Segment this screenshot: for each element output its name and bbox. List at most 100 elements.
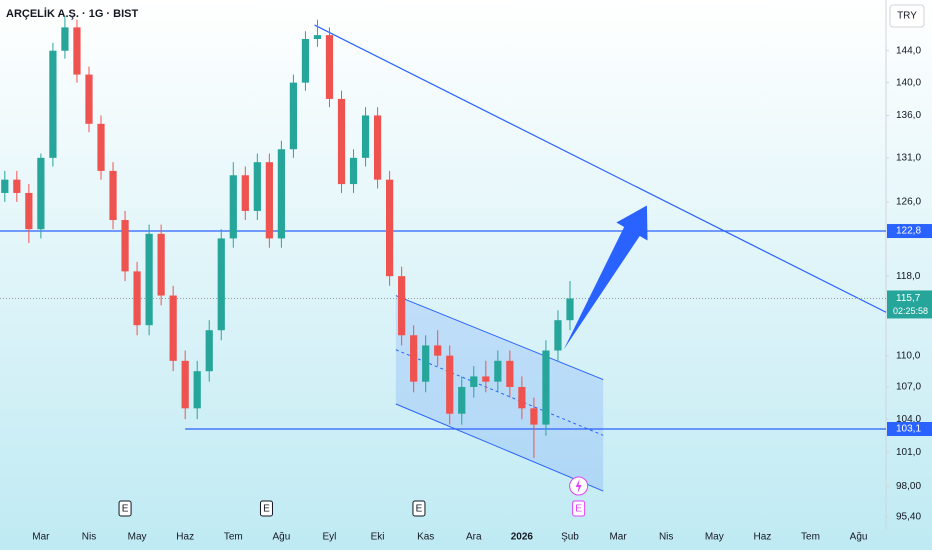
- x-tick-label: Tem: [801, 532, 820, 543]
- x-tick-label: Tem: [224, 532, 243, 543]
- x-tick-label: Ağu: [850, 532, 868, 543]
- candle-body: [265, 162, 273, 239]
- y-tick-label: 110,0: [896, 350, 921, 361]
- chart-title: ARÇELİK A.Ş. · 1G · BIST: [6, 7, 138, 20]
- candle-body: [482, 376, 490, 382]
- dividend-bolt: [575, 479, 582, 493]
- candle-body: [422, 345, 430, 382]
- candle-body: [301, 39, 310, 83]
- x-tick-label: Kas: [417, 532, 434, 543]
- candle-body: [566, 298, 574, 321]
- y-tick-label: 98,00: [896, 481, 921, 492]
- y-tick-label: 118,0: [896, 271, 921, 282]
- candle-body: [205, 330, 213, 372]
- channel-lower: [395, 403, 604, 492]
- y-tick-label: 136,0: [896, 110, 921, 121]
- y-tick-label: 140,0: [896, 77, 921, 88]
- candle-body: [133, 271, 141, 326]
- candle-body: [386, 179, 394, 277]
- level-label-box: [887, 421, 932, 436]
- y-tick-label: 144,0: [896, 45, 921, 56]
- event-label: E: [122, 504, 129, 515]
- candle-body: [337, 98, 346, 185]
- y-tick-label: 107,0: [896, 382, 921, 393]
- x-tick-label: Eyl: [323, 532, 337, 543]
- x-tick-label: Nis: [82, 532, 96, 543]
- event-label: E: [416, 504, 423, 515]
- y-tick-label: 95,40: [896, 512, 921, 523]
- event-label: E: [575, 504, 582, 515]
- candle-body: [410, 335, 418, 382]
- event-label: E: [263, 504, 270, 515]
- x-tick-label: Şub: [561, 532, 579, 543]
- x-tick-label: 2026: [511, 532, 534, 543]
- candle-body: [398, 276, 406, 336]
- candle-body: [277, 149, 285, 239]
- currency-button[interactable]: [889, 4, 925, 28]
- candle-body: [325, 35, 334, 99]
- y-tick-label: 126,0: [896, 197, 921, 208]
- candle-body: [109, 170, 117, 221]
- candle-body: [157, 233, 165, 296]
- candle-body: [37, 157, 45, 230]
- candle-body: [145, 233, 153, 326]
- candle-body: [434, 345, 442, 356]
- last-price-box: [887, 290, 932, 319]
- y-tick-label: 104,0: [896, 414, 921, 425]
- last-price-label: 115,7: [896, 293, 921, 304]
- event-marker: [259, 500, 273, 517]
- x-tick-label: Ağu: [272, 532, 290, 543]
- candle-body: [361, 115, 370, 158]
- x-tick-label: Mar: [609, 532, 627, 543]
- candle-body: [506, 360, 514, 387]
- channel-mid: [395, 349, 604, 436]
- candle-body: [169, 295, 177, 361]
- x-tick-label: Eki: [371, 532, 385, 543]
- candle-body: [554, 320, 562, 351]
- candle-body: [349, 157, 358, 185]
- candle-body: [470, 376, 478, 387]
- countdown: 02:25:58: [893, 306, 928, 316]
- candle-body: [121, 220, 129, 272]
- candle-body: [458, 386, 466, 414]
- candle-body: [217, 238, 225, 331]
- candle-body: [373, 115, 382, 180]
- candle-body: [193, 371, 201, 409]
- candle-body: [229, 175, 237, 239]
- level-label-box: [887, 224, 932, 239]
- x-tick-label: Haz: [753, 532, 771, 543]
- level-label: 122,8: [896, 226, 921, 237]
- candle-body: [73, 27, 81, 75]
- candle-body: [494, 360, 502, 382]
- candle-body: [13, 179, 21, 193]
- channel-upper: [395, 295, 604, 381]
- candle-body: [241, 175, 249, 211]
- x-tick-label: Ara: [466, 532, 482, 543]
- candle-body: [61, 27, 69, 51]
- x-tick-label: May: [705, 532, 724, 543]
- candle-body: [181, 360, 189, 409]
- candle-body: [25, 192, 33, 230]
- candle-body: [446, 355, 454, 414]
- candle-body: [542, 350, 550, 425]
- level-label: 103,1: [896, 424, 921, 435]
- channel-area: [395, 295, 604, 492]
- candle-body: [518, 386, 526, 409]
- currency[interactable]: TRY: [897, 11, 917, 22]
- y-tick-label: 101,0: [896, 447, 921, 458]
- x-tick-label: Haz: [176, 532, 194, 543]
- candle-body: [1, 179, 9, 193]
- candle-body: [313, 35, 322, 40]
- trend-line: [314, 24, 887, 313]
- event-marker: [572, 500, 586, 517]
- candle-body: [85, 74, 93, 124]
- x-tick-label: Nis: [659, 532, 673, 543]
- candle-body: [253, 162, 261, 211]
- x-tick-label: Mar: [32, 532, 50, 543]
- candle-body: [530, 408, 538, 425]
- candle-body: [49, 50, 57, 158]
- event-marker: [118, 500, 132, 517]
- candle-body: [97, 123, 105, 171]
